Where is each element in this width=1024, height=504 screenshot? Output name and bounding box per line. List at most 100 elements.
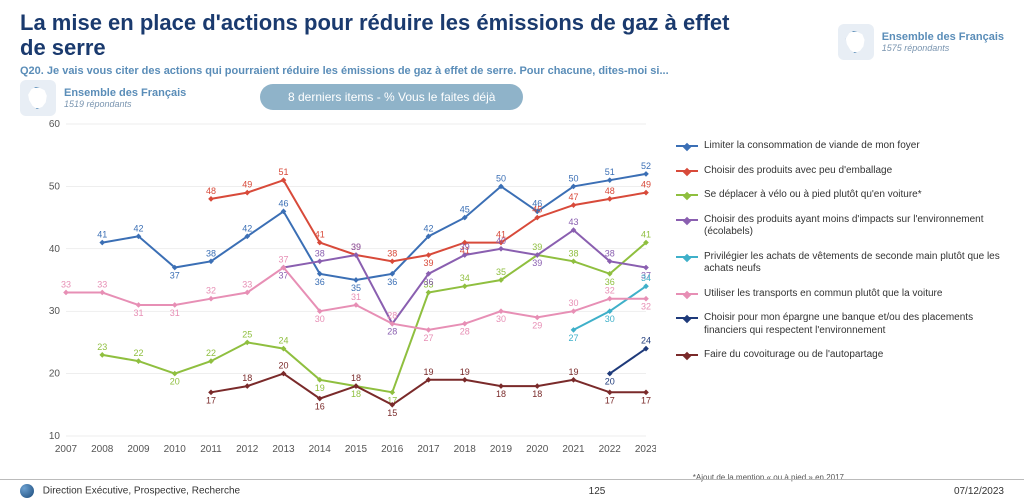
svg-text:17: 17: [641, 395, 651, 405]
svg-text:37: 37: [170, 271, 180, 281]
svg-text:31: 31: [351, 292, 361, 302]
svg-text:19: 19: [315, 383, 325, 393]
legend-item: Choisir pour mon épargne une banque et/o…: [676, 312, 1006, 337]
svg-text:39: 39: [532, 258, 542, 268]
line-chart: 1020304050602007200820092010201120122013…: [36, 118, 656, 458]
svg-text:2017: 2017: [417, 444, 440, 455]
svg-text:27: 27: [423, 333, 433, 343]
svg-text:28: 28: [387, 311, 397, 321]
svg-text:31: 31: [170, 308, 180, 318]
svg-text:33: 33: [242, 279, 252, 289]
badge-right-line1: Ensemble des Français: [882, 31, 1004, 43]
svg-text:28: 28: [387, 327, 397, 337]
svg-text:51: 51: [605, 167, 615, 177]
svg-text:48: 48: [206, 186, 216, 196]
svg-text:17: 17: [605, 395, 615, 405]
badge-left-line2: 1519 répondants: [64, 99, 186, 109]
footer-org: Direction Exécutive, Prospective, Recher…: [43, 486, 240, 497]
svg-text:51: 51: [278, 167, 288, 177]
svg-text:30: 30: [568, 298, 578, 308]
svg-text:38: 38: [605, 248, 615, 258]
legend-swatch: [676, 170, 698, 172]
svg-text:30: 30: [49, 306, 61, 317]
svg-text:32: 32: [206, 286, 216, 296]
svg-text:50: 50: [49, 181, 61, 192]
svg-text:45: 45: [532, 205, 542, 215]
svg-text:41: 41: [641, 230, 651, 240]
legend-label: Faire du covoiturage ou de l'autopartage: [704, 349, 883, 362]
svg-text:29: 29: [532, 320, 542, 330]
svg-text:41: 41: [315, 230, 325, 240]
svg-text:19: 19: [568, 367, 578, 377]
legend-item: Privilégier les achats de vêtements de s…: [676, 251, 1006, 276]
svg-text:39: 39: [423, 258, 433, 268]
svg-text:34: 34: [641, 273, 651, 283]
legend-item: Choisir des produits avec peu d'emballag…: [676, 165, 1006, 178]
svg-text:38: 38: [387, 248, 397, 258]
svg-text:39: 39: [532, 242, 542, 252]
svg-text:39: 39: [460, 242, 470, 252]
svg-text:2016: 2016: [381, 444, 404, 455]
svg-text:18: 18: [351, 373, 361, 383]
svg-text:20: 20: [170, 377, 180, 387]
svg-text:46: 46: [278, 198, 288, 208]
svg-text:48: 48: [605, 186, 615, 196]
svg-text:17: 17: [206, 395, 216, 405]
svg-text:2023: 2023: [635, 444, 656, 455]
svg-text:42: 42: [423, 223, 433, 233]
legend-swatch: [676, 194, 698, 196]
svg-text:18: 18: [351, 389, 361, 399]
svg-text:20: 20: [605, 377, 615, 387]
svg-text:2007: 2007: [55, 444, 78, 455]
svg-text:36: 36: [387, 277, 397, 287]
svg-text:2018: 2018: [454, 444, 477, 455]
svg-text:36: 36: [423, 277, 433, 287]
svg-text:18: 18: [532, 389, 542, 399]
svg-text:34: 34: [460, 273, 470, 283]
svg-text:27: 27: [568, 333, 578, 343]
svg-text:2013: 2013: [272, 444, 295, 455]
svg-text:37: 37: [278, 255, 288, 265]
badge-france-left: Ensemble des Français 1519 répondants: [20, 80, 186, 116]
legend-item: Se déplacer à vélo ou à pied plutôt qu'e…: [676, 189, 1006, 202]
svg-text:2015: 2015: [345, 444, 368, 455]
svg-text:32: 32: [641, 302, 651, 312]
svg-text:15: 15: [387, 408, 397, 418]
svg-text:47: 47: [568, 192, 578, 202]
svg-text:10: 10: [49, 431, 61, 442]
legend-label: Privilégier les achats de vêtements de s…: [704, 251, 1006, 276]
svg-text:2019: 2019: [490, 444, 513, 455]
svg-text:43: 43: [568, 217, 578, 227]
svg-text:41: 41: [97, 230, 107, 240]
legend-label: Choisir des produits avec peu d'emballag…: [704, 165, 892, 178]
legend-swatch: [676, 219, 698, 221]
svg-text:2021: 2021: [562, 444, 585, 455]
svg-text:50: 50: [496, 173, 506, 183]
svg-text:31: 31: [133, 308, 143, 318]
svg-text:23: 23: [97, 342, 107, 352]
filter-pill: 8 derniers items - % Vous le faites déjà: [260, 84, 523, 110]
svg-text:45: 45: [460, 205, 470, 215]
svg-text:2010: 2010: [164, 444, 187, 455]
svg-text:49: 49: [242, 180, 252, 190]
legend-label: Choisir pour mon épargne une banque et/o…: [704, 312, 1006, 337]
svg-text:36: 36: [315, 277, 325, 287]
svg-text:2022: 2022: [599, 444, 622, 455]
svg-text:2008: 2008: [91, 444, 114, 455]
svg-text:2014: 2014: [309, 444, 332, 455]
svg-text:2011: 2011: [200, 444, 222, 455]
svg-text:33: 33: [61, 279, 71, 289]
france-map-icon: [838, 24, 874, 60]
legend-swatch: [676, 145, 698, 147]
page-footer: Direction Exécutive, Prospective, Recher…: [0, 479, 1024, 498]
svg-text:25: 25: [242, 329, 252, 339]
svg-text:18: 18: [242, 373, 252, 383]
legend-swatch: [676, 317, 698, 319]
svg-text:30: 30: [496, 314, 506, 324]
badge-right-line2: 1575 répondants: [882, 43, 1004, 53]
badge-france-right: Ensemble des Français 1575 répondants: [838, 24, 1004, 60]
svg-text:2009: 2009: [127, 444, 150, 455]
page-title: La mise en place d'actions pour réduire …: [0, 0, 780, 61]
svg-text:38: 38: [315, 248, 325, 258]
svg-text:2012: 2012: [236, 444, 259, 455]
